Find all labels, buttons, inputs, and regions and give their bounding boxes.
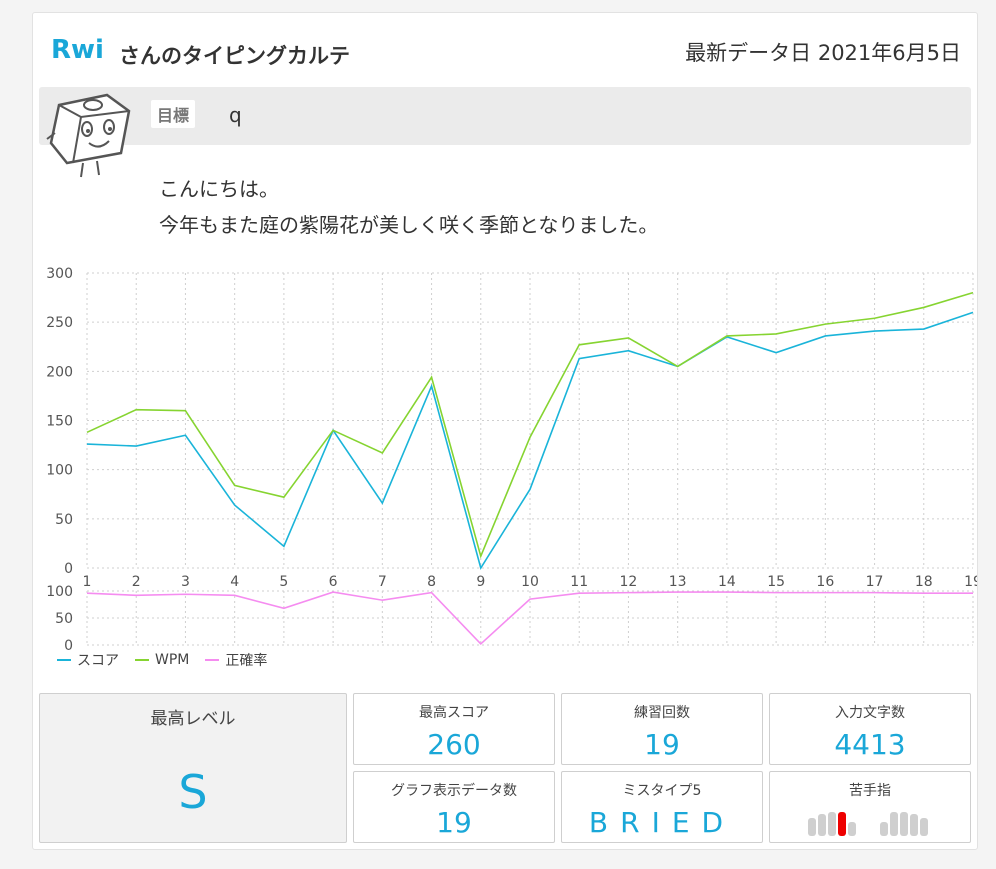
chart-legend: スコア WPM 正確率: [57, 650, 267, 670]
greeting-message: こんにちは。 今年もまた庭の紫陽花が美しく咲く季節となりました。: [159, 171, 658, 243]
finger-bar: [808, 818, 816, 836]
x-tick-label: 16: [816, 574, 834, 590]
x-tick-label: 1: [83, 574, 92, 590]
char-count-value: 4413: [834, 728, 906, 761]
accuracy-y-tick-label: 0: [64, 638, 73, 653]
finger-bar: [900, 812, 908, 836]
x-tick-label: 3: [181, 574, 190, 590]
finger-bar: [890, 812, 898, 836]
weak-finger-label: 苦手指: [849, 783, 891, 799]
latest-data-date: 最新データ日 2021年6月5日: [685, 41, 961, 65]
x-tick-label: 18: [915, 574, 933, 590]
max-score-box: 最高スコア 260: [353, 693, 555, 765]
graph-count-label: グラフ表示データ数: [391, 783, 517, 799]
accuracy-y-tick-label: 50: [55, 611, 73, 627]
x-tick-label: 7: [378, 574, 387, 590]
greeting-line-1: こんにちは。: [159, 177, 279, 201]
mistype-box: ミスタイプ5 BRIED: [561, 771, 763, 843]
x-tick-label: 6: [329, 574, 338, 590]
legend-item-accuracy: 正確率: [205, 650, 267, 670]
x-tick-label: 19: [964, 574, 977, 590]
finger-bar: [828, 812, 836, 836]
max-score-value: 260: [427, 728, 481, 761]
goal-bar: 目標 q: [39, 87, 971, 145]
goal-value: q: [229, 103, 242, 127]
x-tick-label: 8: [427, 574, 436, 590]
finger-diagram-icon: [808, 812, 928, 836]
main-y-tick-label: 150: [46, 414, 73, 430]
max-level-box: 最高レベル S: [39, 693, 347, 843]
finger-bar: [818, 814, 826, 836]
practice-count-label: 練習回数: [634, 705, 690, 721]
page-title: さんのタイピングカルテ: [119, 44, 350, 68]
practice-count-value: 19: [644, 728, 680, 761]
max-level-value: S: [178, 765, 208, 819]
graph-count-value: 19: [436, 806, 472, 839]
legend-item-wpm: WPM: [135, 650, 189, 670]
x-tick-label: 17: [866, 574, 884, 590]
practice-count-box: 練習回数 19: [561, 693, 763, 765]
x-tick-label: 15: [767, 574, 785, 590]
finger-bar: [848, 822, 856, 836]
keycap-mascot-icon: [46, 93, 131, 178]
goal-label: 目標: [151, 100, 196, 128]
x-tick-label: 14: [718, 574, 736, 590]
finger-bar: [880, 822, 888, 836]
finger-bar: [920, 818, 928, 836]
main-y-tick-label: 200: [46, 364, 73, 380]
x-tick-label: 12: [620, 574, 638, 590]
main-series-line-0: [86, 311, 974, 570]
main-y-tick-label: 0: [64, 561, 73, 577]
x-tick-label: 2: [132, 574, 141, 590]
main-y-tick-label: 50: [55, 512, 73, 528]
x-tick-label: 11: [570, 574, 588, 590]
finger-bar: [910, 814, 918, 836]
weak-finger-box: 苦手指: [769, 771, 971, 843]
x-tick-label: 5: [279, 574, 288, 590]
main-y-tick-label: 300: [46, 266, 73, 282]
legend-item-score: スコア: [57, 650, 119, 670]
char-count-label: 入力文字数: [835, 705, 905, 721]
mistype-value: BRIED: [588, 806, 736, 839]
x-tick-label: 9: [476, 574, 485, 590]
mistype-label: ミスタイプ5: [622, 783, 702, 799]
finger-bar: [838, 812, 846, 836]
main-y-tick-label: 100: [46, 463, 73, 479]
greeting-line-2: 今年もまた庭の紫陽花が美しく咲く季節となりました。: [159, 213, 659, 237]
x-tick-label: 10: [521, 574, 539, 590]
accuracy-y-tick-label: 100: [46, 584, 73, 600]
accuracy-series-line-0: [86, 591, 973, 646]
main-series-line-1: [86, 291, 974, 559]
typing-karte-card: Rwi さんのタイピングカルテ 最新データ日 2021年6月5日 目標 q こん…: [32, 12, 978, 850]
main-y-tick-label: 250: [46, 315, 73, 331]
max-score-label: 最高スコア: [419, 705, 489, 721]
max-level-label: 最高レベル: [150, 709, 236, 729]
x-tick-label: 13: [669, 574, 687, 590]
x-tick-label: 4: [230, 574, 239, 590]
graph-count-box: グラフ表示データ数 19: [353, 771, 555, 843]
char-count-box: 入力文字数 4413: [769, 693, 971, 765]
username: Rwi: [51, 35, 104, 65]
